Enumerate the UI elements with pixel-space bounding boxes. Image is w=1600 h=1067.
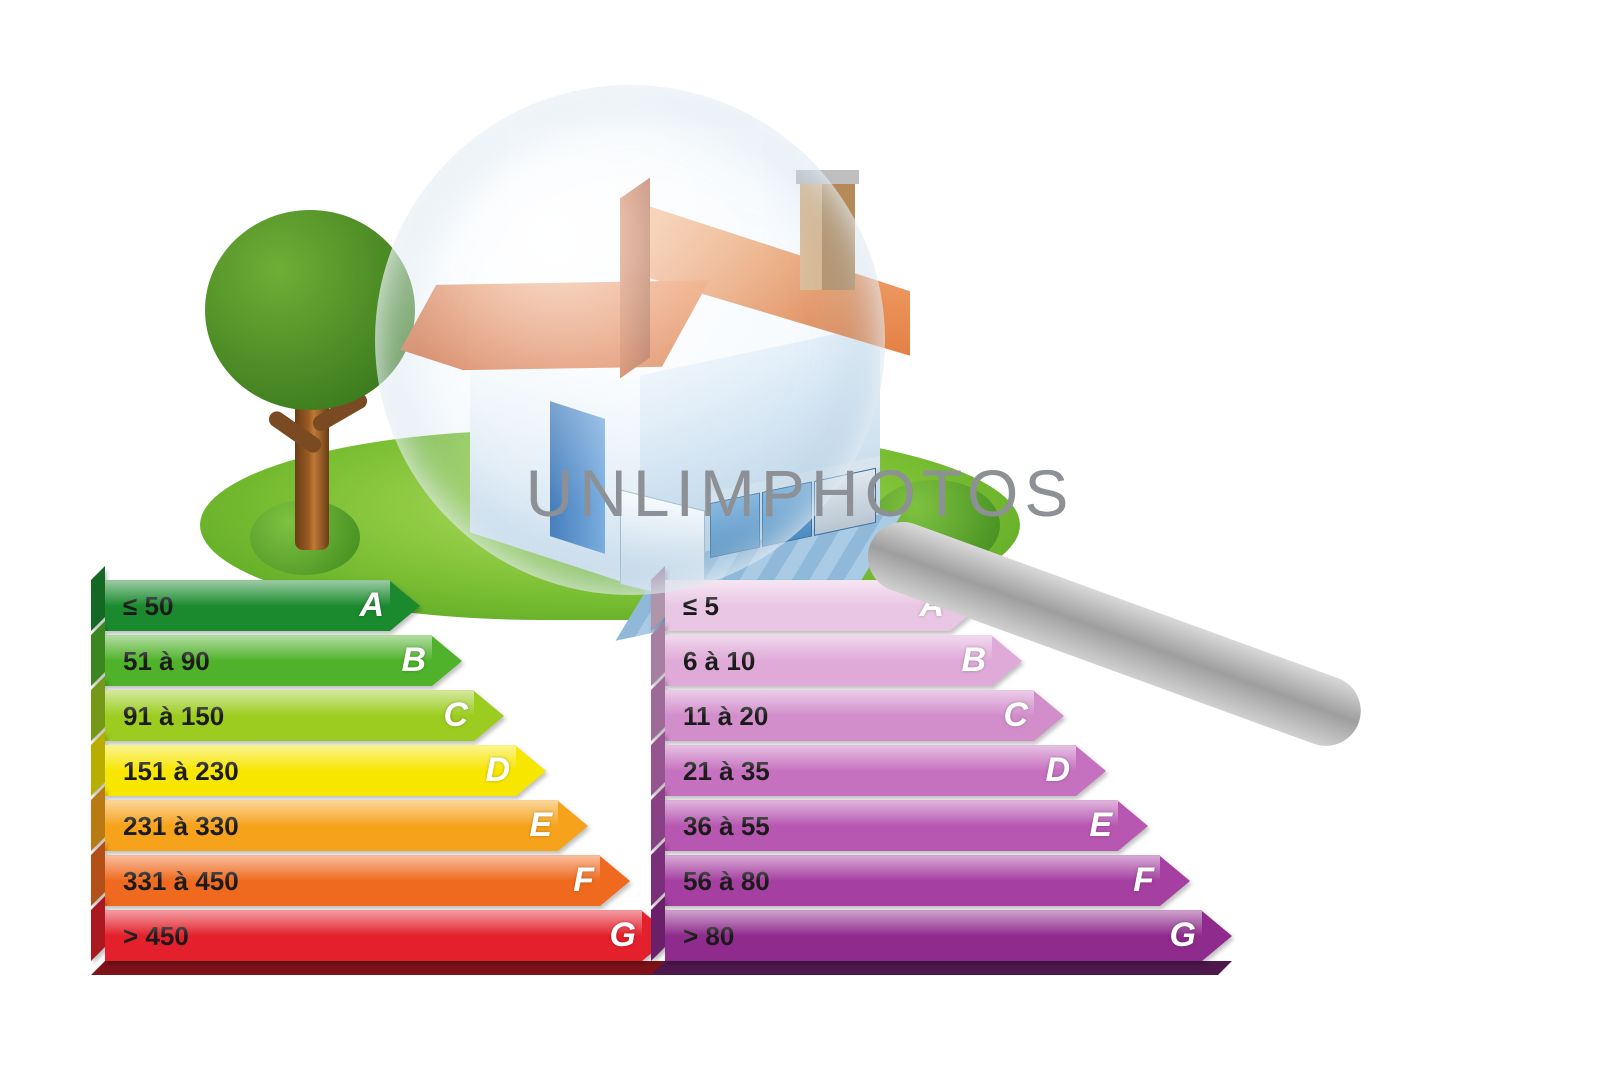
rating-letter: A [359,580,384,631]
stage: UNLIMPHOTOS ≤ 50A51 à 90B91 à 150C151 à … [0,0,1600,1067]
rating-letter: D [1045,745,1070,796]
rating-range: 6 à 10 [665,635,992,686]
rating-letter: A [919,580,944,631]
rating-range: 151 à 230 [105,745,516,796]
rating-letter: E [1089,800,1112,851]
rating-letter: G [1170,910,1196,961]
rating-range: 36 à 55 [665,800,1118,851]
rating-range: 11 à 20 [665,690,1034,741]
rating-letter: C [443,690,468,741]
rating-letter: B [401,635,426,686]
rating-range: > 80 [665,910,1202,961]
house-illustration [430,160,900,580]
rating-letter: F [573,855,594,906]
rating-range: 56 à 80 [665,855,1160,906]
rating-letter: E [529,800,552,851]
rating-range: > 450 [105,910,642,961]
rating-range: 231 à 330 [105,800,558,851]
rating-range: ≤ 5 [665,580,950,631]
rating-letter: C [1003,690,1028,741]
rating-range: 91 à 150 [105,690,474,741]
rating-range: ≤ 50 [105,580,390,631]
rating-letter: B [961,635,986,686]
rating-letter: F [1133,855,1154,906]
rating-range: 21 à 35 [665,745,1076,796]
tree [215,220,415,550]
rating-letter: D [485,745,510,796]
rating-range: 51 à 90 [105,635,432,686]
rating-letter: G [610,910,636,961]
rating-range: 331 à 450 [105,855,600,906]
